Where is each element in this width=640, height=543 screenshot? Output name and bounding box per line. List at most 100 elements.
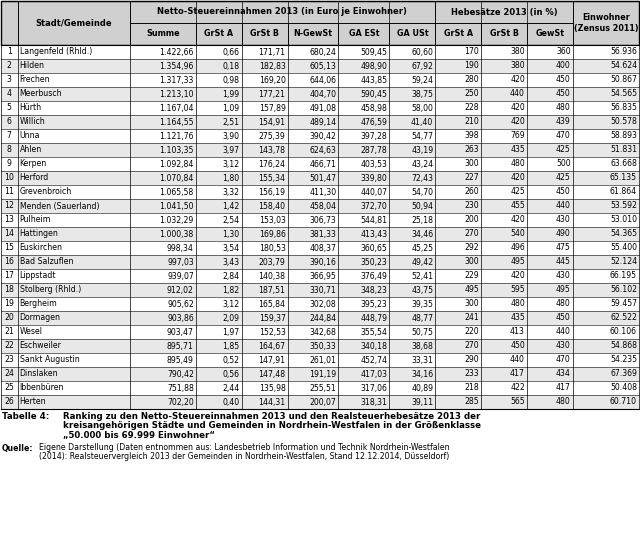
Text: 1,42: 1,42	[223, 201, 240, 211]
Text: 228: 228	[465, 104, 479, 112]
Text: 3,12: 3,12	[223, 160, 240, 168]
Text: 3: 3	[7, 75, 12, 85]
Text: 67,92: 67,92	[412, 61, 433, 71]
Text: 390,42: 390,42	[310, 131, 337, 141]
Text: 895,71: 895,71	[167, 342, 194, 350]
Text: 544,81: 544,81	[360, 216, 387, 224]
Text: 450: 450	[510, 342, 525, 350]
Bar	[130, 1, 435, 23]
Text: 702,20: 702,20	[167, 397, 194, 407]
Text: 408,37: 408,37	[310, 243, 337, 252]
Text: 244,84: 244,84	[309, 313, 337, 323]
Text: 2,51: 2,51	[223, 117, 240, 127]
Text: 60.106: 60.106	[610, 327, 637, 337]
Text: 159,37: 159,37	[259, 313, 285, 323]
Text: 404,70: 404,70	[310, 90, 337, 98]
Text: 476,59: 476,59	[360, 117, 387, 127]
Bar	[1, 213, 639, 227]
Text: 1,97: 1,97	[223, 327, 240, 337]
Text: 50.867: 50.867	[610, 75, 637, 85]
Text: 54,77: 54,77	[412, 131, 433, 141]
Text: 751,88: 751,88	[167, 383, 194, 393]
Text: Hürth: Hürth	[20, 104, 42, 112]
Text: 3,90: 3,90	[223, 131, 240, 141]
Text: 1,09: 1,09	[223, 104, 240, 112]
Text: 263: 263	[465, 146, 479, 155]
Text: 14: 14	[4, 230, 14, 238]
Text: Summe: Summe	[146, 29, 180, 39]
Text: 26: 26	[4, 397, 14, 407]
Text: 39,11: 39,11	[411, 397, 433, 407]
Text: 17: 17	[4, 272, 14, 281]
Text: 390,16: 390,16	[310, 257, 337, 267]
Text: 434: 434	[556, 369, 571, 378]
Text: 380: 380	[510, 61, 525, 71]
Text: 49,42: 49,42	[411, 257, 433, 267]
Text: 0,52: 0,52	[223, 356, 240, 364]
Text: 420: 420	[510, 216, 525, 224]
Text: 644,06: 644,06	[310, 75, 337, 85]
Text: Quelle:: Quelle:	[2, 444, 33, 452]
Text: 171,71: 171,71	[259, 47, 285, 56]
Bar	[1, 353, 639, 367]
Text: 54.235: 54.235	[610, 356, 637, 364]
Text: 411,30: 411,30	[309, 187, 337, 197]
Text: 11: 11	[4, 187, 14, 197]
Text: 998,34: 998,34	[167, 243, 194, 252]
Text: 300: 300	[465, 300, 479, 308]
Text: 450: 450	[556, 75, 571, 85]
Text: 18: 18	[4, 286, 14, 294]
Text: Grevenbroich: Grevenbroich	[20, 187, 72, 197]
Text: 140,38: 140,38	[259, 272, 285, 281]
Text: 292: 292	[465, 243, 479, 252]
Bar	[1, 157, 639, 171]
Text: 417,03: 417,03	[360, 369, 387, 378]
Bar	[1, 241, 639, 255]
Text: 200,07: 200,07	[310, 397, 337, 407]
Text: 425: 425	[556, 146, 571, 155]
Text: Stolberg (Rhld.): Stolberg (Rhld.)	[20, 286, 81, 294]
Text: 470: 470	[556, 356, 571, 364]
Text: Bergheim: Bergheim	[20, 300, 58, 308]
Text: 25,18: 25,18	[412, 216, 433, 224]
Text: 60,60: 60,60	[412, 47, 433, 56]
Text: 7: 7	[7, 131, 12, 141]
Text: 912,02: 912,02	[167, 286, 194, 294]
Text: 590,45: 590,45	[360, 90, 387, 98]
Text: GrSt A: GrSt A	[204, 29, 234, 39]
Text: 624,63: 624,63	[310, 146, 337, 155]
Text: 420: 420	[510, 272, 525, 281]
Text: 260: 260	[465, 187, 479, 197]
Bar	[242, 23, 287, 45]
Text: 489,14: 489,14	[309, 117, 337, 127]
Text: 5: 5	[7, 104, 12, 112]
Text: Hattingen: Hattingen	[20, 230, 58, 238]
Text: 1.422,66: 1.422,66	[159, 47, 194, 56]
Text: 54,70: 54,70	[412, 187, 433, 197]
Bar	[1, 1, 639, 45]
Text: 348,23: 348,23	[360, 286, 387, 294]
Text: Langenfeld (Rhld.): Langenfeld (Rhld.)	[20, 47, 92, 56]
Text: 164,67: 164,67	[259, 342, 285, 350]
Text: 1.032,29: 1.032,29	[159, 216, 194, 224]
Text: 9: 9	[7, 160, 12, 168]
Text: 895,49: 895,49	[167, 356, 194, 364]
Text: 435: 435	[510, 313, 525, 323]
Bar	[1, 101, 639, 115]
Bar	[435, 23, 481, 45]
Text: 1.213,10: 1.213,10	[159, 90, 194, 98]
Text: 25: 25	[4, 383, 14, 393]
Text: 565: 565	[510, 397, 525, 407]
Text: 540: 540	[510, 230, 525, 238]
Text: 152,53: 152,53	[259, 327, 285, 337]
Text: Pulheim: Pulheim	[20, 216, 51, 224]
Bar	[389, 23, 435, 45]
Text: 1,82: 1,82	[223, 286, 240, 294]
Text: 67.369: 67.369	[610, 369, 637, 378]
Text: Dormagen: Dormagen	[20, 313, 61, 323]
Text: 680,24: 680,24	[310, 47, 337, 56]
Text: 270: 270	[465, 230, 479, 238]
Text: 425: 425	[510, 187, 525, 197]
Bar	[1, 1, 17, 45]
Bar	[1, 59, 639, 73]
